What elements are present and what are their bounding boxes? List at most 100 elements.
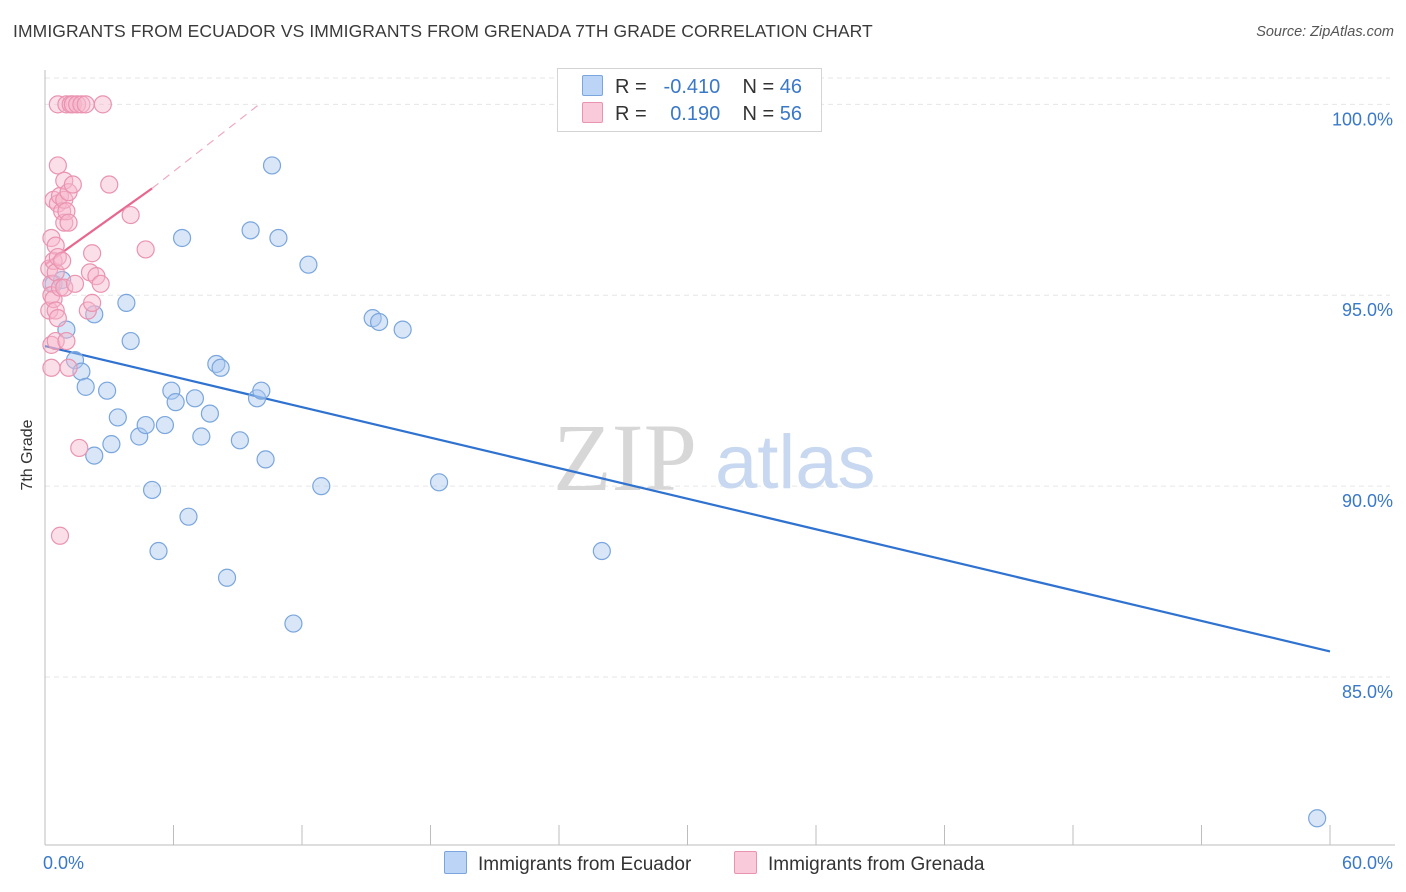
ecuador-point (284, 614, 303, 633)
ecuador-point (230, 431, 249, 450)
ecuador-point (252, 381, 271, 400)
grenada-legend-swatch (734, 851, 757, 874)
ecuador-legend-label: Immigrants from Ecuador (478, 854, 692, 875)
source-label: Source: ZipAtlas.com (1256, 24, 1394, 40)
grenada-point (46, 331, 65, 351)
ecuador-point (370, 312, 389, 332)
grenada-trend-extension (151, 103, 260, 189)
legend-row-ecuador: R = -0.410 N = 46 (582, 75, 802, 99)
ecuador-point (117, 293, 136, 312)
ecuador-point (102, 435, 121, 454)
ecuador-point (256, 450, 275, 469)
grenada-point (53, 251, 72, 270)
ecuador-point (269, 228, 288, 248)
grenada-point (57, 95, 76, 114)
grenada-point (93, 95, 112, 114)
ecuador-point (85, 446, 104, 465)
y-tick-label: 85.0% (1342, 682, 1393, 702)
y-axis-label: 7th Grade (19, 419, 36, 491)
legend-n-value-ecuador: 46 (779, 76, 802, 98)
grenada-point (65, 274, 85, 293)
correlation-legend: R = -0.410 N = 46 R = 0.190 N = 56 (557, 68, 822, 132)
trend-lines (44, 103, 1331, 653)
grenada-point (46, 236, 65, 255)
watermark: ZIP atlas (553, 404, 876, 511)
grenada-point (59, 213, 78, 232)
ecuador-point (65, 351, 85, 370)
grenada-point (83, 244, 102, 263)
x-tick-label-min: 0.0% (43, 853, 84, 873)
bottom-legend-ecuador: Immigrants from Ecuador (444, 851, 691, 876)
ecuador-point (262, 156, 282, 175)
ecuador-point (1308, 809, 1327, 828)
ecuador-point (162, 381, 181, 400)
grenada-point (55, 171, 74, 190)
grenada-point (48, 156, 67, 175)
ecuador-point (312, 477, 331, 496)
grenada-point (83, 293, 102, 312)
ecuador-point (108, 408, 127, 427)
ecuador-point (185, 389, 205, 408)
tick-labels: 85.0% 90.0% 95.0% 100.0% 0.0% 60.0% (43, 109, 1393, 873)
grenada-point (55, 278, 74, 297)
ecuador-point (192, 427, 211, 446)
legend-n-label: N = (742, 76, 775, 98)
grenada-point (136, 240, 155, 259)
ecuador-point (121, 331, 140, 351)
grenada-point (91, 274, 110, 293)
ecuador-point (166, 393, 185, 412)
chart-title: IMMIGRANTS FROM ECUADOR VS IMMIGRANTS FR… (13, 21, 873, 41)
legend-n-label: N = (742, 103, 775, 125)
grenada-point (53, 202, 72, 221)
legend-row-grenada: R = 0.190 N = 56 (582, 102, 802, 126)
x-tick-label-max: 60.0% (1342, 853, 1393, 873)
ecuador-point (130, 427, 149, 446)
grenada-point (70, 438, 89, 458)
grid-lines (45, 77, 1390, 678)
grenada-point (63, 175, 82, 194)
ecuador-point (179, 507, 198, 526)
grenada-point (59, 358, 78, 377)
grenada-point (121, 205, 140, 225)
ecuador-point (76, 377, 95, 396)
grenada-point (50, 278, 70, 297)
grenada-point (72, 95, 91, 114)
ecuador-point (217, 568, 237, 587)
ecuador-point (136, 415, 155, 435)
y-tick-label: 90.0% (1342, 491, 1393, 511)
grenada-point (57, 331, 76, 351)
ecuador-point (142, 480, 162, 500)
ecuador-swatch (582, 75, 603, 96)
y-tick-label: 95.0% (1342, 300, 1393, 320)
grenada-point (50, 526, 70, 545)
ecuador-point (98, 381, 117, 400)
ecuador-point (241, 221, 260, 240)
grenada-point (55, 213, 74, 232)
ecuador-legend-swatch (444, 851, 467, 874)
bottom-legend-grenada: Immigrants from Grenada (734, 851, 984, 876)
legend-r-value-ecuador: -0.410 (663, 76, 721, 98)
ecuador-point (429, 473, 449, 492)
ecuador-point (592, 541, 611, 561)
ecuador-point (155, 415, 175, 435)
ecuador-point (200, 404, 220, 423)
watermark-atlas: atlas (715, 420, 876, 505)
ecuador-point (393, 320, 412, 339)
ecuador-point (299, 255, 318, 274)
legend-r-value-grenada: 0.190 (670, 103, 721, 125)
ecuador-trend-line (44, 344, 1331, 653)
ecuador-point (211, 358, 230, 377)
grenada-swatch (582, 102, 603, 123)
ecuador-point (149, 541, 168, 561)
legend-r-label: R = (615, 103, 647, 125)
grenada-point (44, 289, 63, 309)
legend-r-label: R = (615, 76, 647, 98)
grenada-point (42, 358, 61, 377)
ecuador-point (172, 228, 192, 248)
grenada-point (100, 175, 119, 194)
y-tick-label: 100.0% (1332, 109, 1393, 129)
grenada-point (76, 95, 95, 114)
legend-n-value-grenada: 56 (779, 103, 802, 125)
axes (44, 70, 1395, 846)
